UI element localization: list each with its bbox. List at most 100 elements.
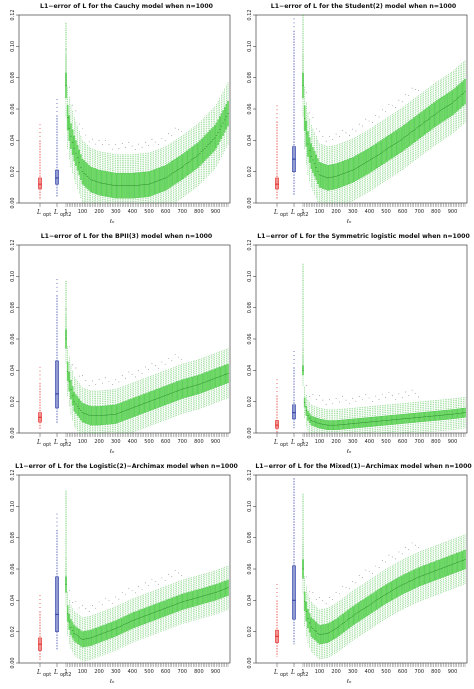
curve-outlier	[181, 575, 183, 576]
curve-outlier	[161, 137, 163, 139]
curve-outlier	[342, 396, 344, 398]
x-axis-label: ℓₙ	[347, 218, 352, 225]
curve-outlier	[88, 385, 90, 386]
curve-outlier	[391, 556, 393, 558]
y-tick-label: 0.06	[10, 563, 16, 574]
x-tick-label: 600	[161, 669, 171, 675]
ref-outlier	[39, 128, 41, 130]
curve-outlier	[398, 99, 400, 101]
ref-outlier	[56, 99, 58, 101]
curve-outlier	[135, 376, 136, 378]
ref-outlier	[56, 106, 58, 108]
ref-box-label: L	[53, 209, 58, 216]
curve-outlier	[121, 592, 123, 593]
x-tick-label: 400	[128, 669, 138, 675]
x-axis-label: ℓₙ	[110, 448, 115, 455]
curve-outlier	[154, 365, 156, 367]
ref-outlier	[293, 18, 295, 20]
curve-outlier	[319, 130, 320, 132]
ref-box-label: L	[53, 439, 58, 446]
curve-outlier	[319, 597, 320, 598]
ref-box-label: L	[36, 669, 41, 676]
ref-box-label-sub: opt2	[60, 442, 71, 448]
chart-panel-4: L1−error of L for the Symmetric logistic…	[247, 233, 470, 455]
x-tick-label: 300	[111, 209, 121, 215]
curve-outlier	[95, 607, 97, 609]
curve-outlier	[355, 582, 357, 584]
x-tick-label: 600	[161, 209, 171, 215]
curve-outlier	[329, 136, 330, 137]
x-tick-label: 600	[161, 439, 171, 445]
curve-outlier	[115, 379, 116, 380]
curve-outlier	[164, 140, 166, 142]
curve-outlier	[141, 588, 143, 590]
x-tick-label: 500	[144, 669, 154, 675]
curve-outlier	[322, 135, 324, 137]
curve-outlier	[398, 551, 400, 553]
ref-outlier	[276, 592, 278, 593]
x-tick-label: 100	[315, 439, 325, 445]
x-tick-label: 900	[448, 669, 458, 675]
x-tick-label: 300	[348, 669, 358, 675]
y-tick-label: 0.08	[10, 72, 16, 83]
x-axis-label: ℓₙ	[110, 678, 115, 685]
curve-outlier	[381, 109, 383, 111]
ref-outlier	[39, 599, 41, 601]
curve-outlier	[411, 87, 413, 89]
curve-outlier	[151, 362, 153, 364]
chart-title: L1−error of L for the Student(2) model w…	[271, 3, 457, 10]
curve-outlier	[391, 105, 393, 107]
curve-outlier	[408, 395, 410, 396]
curve-outlier	[95, 143, 97, 145]
curve-outlier	[378, 399, 380, 400]
y-tick-label: 0.00	[10, 427, 16, 438]
curve-outlier	[138, 143, 140, 145]
y-tick-label: 0.12	[10, 469, 16, 480]
curve-outlier	[148, 145, 150, 147]
ref-box-label: L	[36, 439, 41, 446]
x-tick-label: 500	[381, 439, 391, 445]
curve-outlier	[174, 570, 176, 571]
x-tick-label: 900	[211, 439, 221, 445]
curve-outlier	[88, 611, 90, 612]
x-tick-label: 900	[448, 209, 458, 215]
ref-outlier	[276, 390, 278, 392]
y-tick-label: 0.00	[10, 657, 16, 668]
ref-outlier	[56, 278, 58, 280]
curve-outlier	[171, 576, 173, 578]
ref-box	[55, 576, 59, 632]
curve-outlier	[418, 546, 420, 548]
curve-outlier	[125, 377, 126, 379]
curve-outlier	[388, 391, 390, 393]
x-tick-label: 900	[211, 669, 221, 675]
curve-outlier	[85, 134, 87, 136]
curve-outlier	[125, 594, 126, 596]
curve-outlier	[305, 576, 307, 578]
y-tick-label: 0.10	[10, 271, 16, 282]
curve-outlier	[154, 581, 156, 583]
ref-box-label: L	[36, 209, 41, 216]
ref-outlier	[276, 584, 278, 586]
y-tick-label: 0.12	[247, 469, 253, 480]
curve-outlier	[325, 603, 327, 605]
chart-title: L1−error of L for the Cauchy model when …	[40, 3, 214, 10]
curve-outlier	[312, 117, 314, 119]
curve-outlier	[342, 129, 344, 131]
chart-title: L1−error of L for the Mixed(1)−Archimax …	[255, 463, 472, 470]
x-axis-label: ℓₙ	[347, 678, 352, 685]
chart-title: L1−error of L for the Symmetric logistic…	[257, 233, 470, 240]
curve-outlier	[108, 600, 110, 602]
x-axis-label: ℓₙ	[110, 218, 115, 225]
y-tick-label: 0.00	[247, 197, 253, 208]
y-tick-label: 0.06	[247, 103, 253, 114]
curve-outlier	[151, 139, 153, 140]
x-tick-label: 100	[78, 669, 88, 675]
curve-outlier	[141, 372, 143, 374]
chart-panel-3: L1−error of L for the BPII(3) model when…	[10, 233, 231, 455]
x-tick-label: 100	[315, 209, 325, 215]
curve-outlier	[128, 141, 130, 143]
curve-outlier	[178, 572, 179, 574]
curve-outlier	[372, 572, 373, 574]
curve-outlier	[158, 583, 159, 585]
curve-outlier	[105, 139, 107, 141]
